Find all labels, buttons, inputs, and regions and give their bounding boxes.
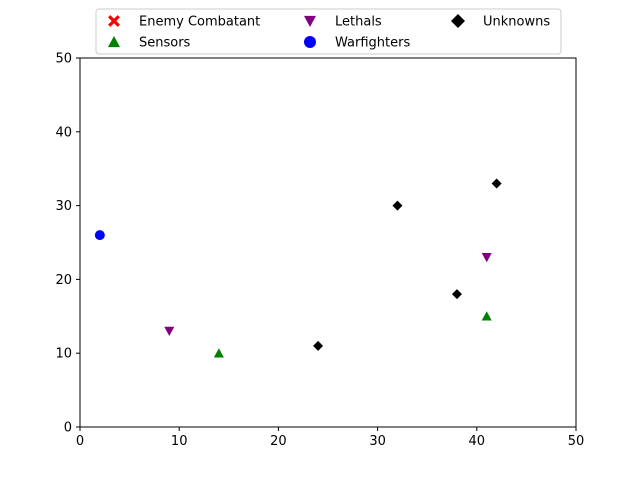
x-tick-label: 0: [76, 434, 84, 449]
y-tick-label: 10: [55, 347, 72, 362]
lethals-point: [481, 253, 492, 263]
legend: Enemy Combatant Sensors Lethals Warfighters…: [95, 8, 562, 55]
plot-frame: [79, 57, 577, 428]
legend-warfighters-icon: [304, 36, 316, 48]
legend-enemy-combatant-label: Enemy Combatant: [139, 15, 260, 30]
x-tick-label: 40: [469, 434, 486, 449]
unknowns-point: [451, 289, 462, 300]
y-tick-label: 40: [55, 125, 72, 140]
legend-lethals-icon: [304, 15, 316, 27]
legend-unknowns-icon: [451, 14, 465, 28]
legend-sensors-icon: [108, 36, 120, 48]
x-tick-label: 50: [568, 434, 585, 449]
sensors-point: [481, 311, 492, 321]
legend-lethals-label: Lethals: [335, 15, 382, 30]
legend-box: [95, 8, 562, 55]
data-points: [94, 178, 502, 358]
sensors-point: [213, 348, 224, 358]
x-tick-label: 30: [369, 434, 386, 449]
x-tick-label: 20: [270, 434, 287, 449]
y-tick-label: 50: [55, 52, 72, 67]
y-tick-label: 20: [55, 273, 72, 288]
legend-sensors-label: Sensors: [139, 36, 191, 51]
legend-enemy-combatant-icon: [108, 15, 120, 27]
legend-warfighters-label: Warfighters: [335, 36, 410, 51]
y-tick-label: 30: [55, 199, 72, 214]
y-axis: 0 10 20 30 40 50: [55, 52, 80, 436]
x-tick-label: 10: [171, 434, 188, 449]
unknowns-point: [313, 340, 324, 351]
unknowns-point: [392, 200, 403, 211]
lethals-point: [164, 326, 175, 337]
warfighters-point: [94, 230, 105, 241]
x-axis: 0 10 20 30 40 50: [76, 427, 584, 449]
legend-unknowns-label: Unknowns: [483, 15, 550, 30]
y-tick-label: 0: [64, 421, 72, 436]
unknowns-point: [491, 178, 502, 189]
